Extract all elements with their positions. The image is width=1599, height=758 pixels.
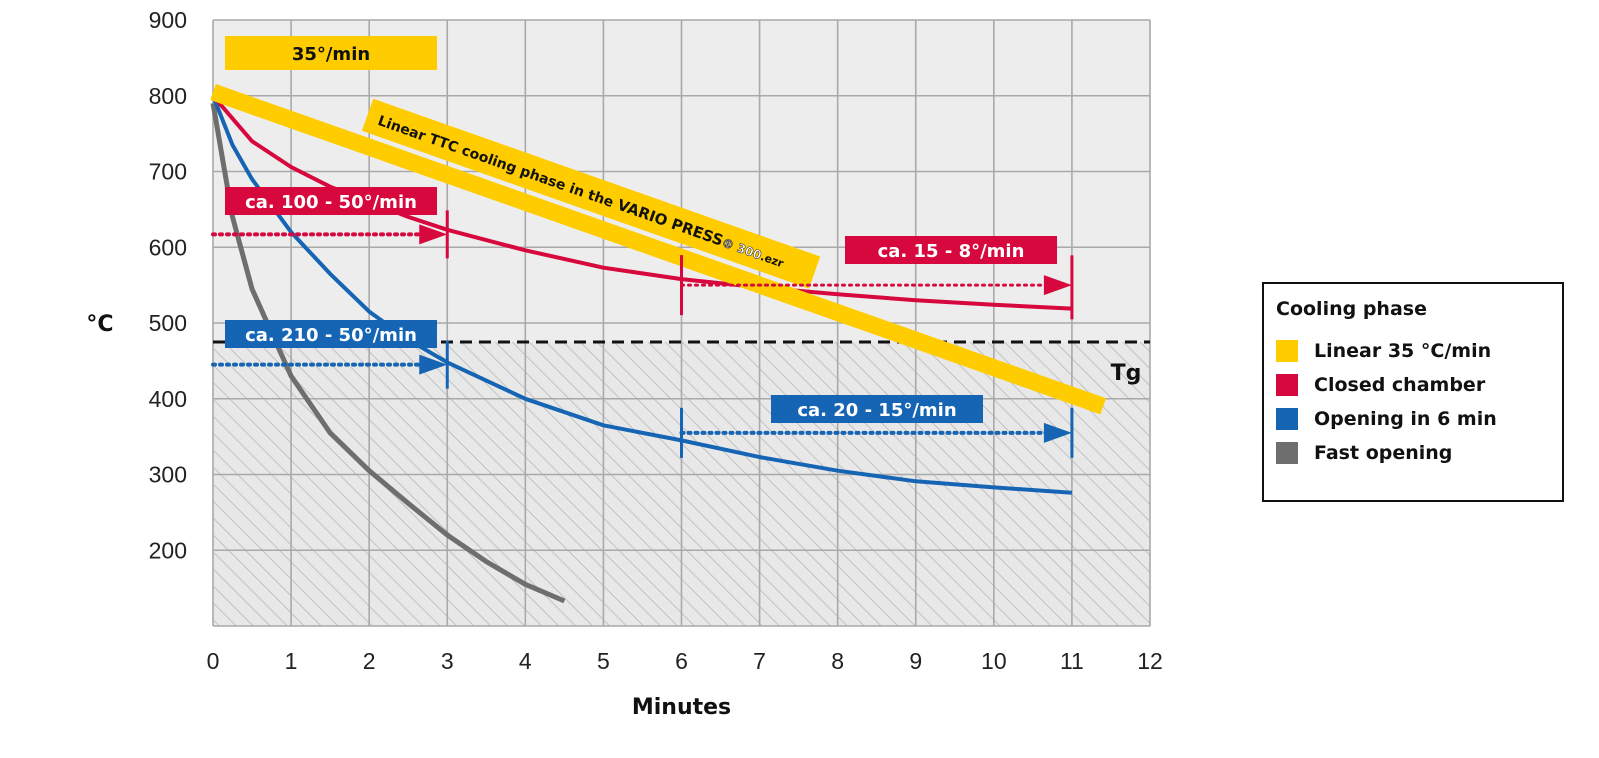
badge-opening-20-15-bg <box>771 395 983 423</box>
y-tick-label: 200 <box>149 537 187 563</box>
arrow-opening-0-3-head <box>419 354 448 375</box>
badge-opening-20-15: ca. 20 - 15°/min <box>797 400 956 421</box>
x-tick-label: 11 <box>1060 648 1084 674</box>
arrow-opening-6-11-head <box>1043 422 1072 443</box>
legend-swatch-closed-chamber <box>1276 374 1298 396</box>
legend: Cooling phase Linear 35 °C/min Closed ch… <box>1262 282 1564 502</box>
x-tick-label: 0 <box>207 648 220 674</box>
x-tick-label: 1 <box>285 648 298 674</box>
x-tick-label: 4 <box>519 648 532 674</box>
y-tick-label: 900 <box>149 7 187 33</box>
y-axis-title: °C <box>86 312 113 337</box>
x-tick-label: 8 <box>831 648 844 674</box>
badge-35-per-min-bg <box>225 36 437 70</box>
legend-item-linear: Linear 35 °C/min <box>1276 334 1550 368</box>
legend-label-fast-opening: Fast opening <box>1314 442 1453 464</box>
y-tick-label: 500 <box>149 310 187 336</box>
arrow-closed-6-11-head <box>1043 275 1072 296</box>
badge-closed-100-50: ca. 100 - 50°/min <box>245 192 417 213</box>
diagonal-label-band <box>361 98 821 289</box>
y-tick-label: 600 <box>149 234 187 260</box>
x-tick-label: 12 <box>1137 648 1163 674</box>
legend-swatch-opening-6min <box>1276 408 1298 430</box>
series-fast-opening <box>210 102 566 604</box>
x-tick-label: 2 <box>363 648 376 674</box>
legend-label-closed-chamber: Closed chamber <box>1314 374 1486 396</box>
x-axis-title: Minutes <box>632 695 731 720</box>
x-tick-label: 10 <box>981 648 1007 674</box>
series-linear-35 <box>210 83 1107 415</box>
badge-opening-210-50: ca. 210 - 50°/min <box>245 325 417 346</box>
legend-swatch-fast-opening <box>1276 442 1298 464</box>
arrow-closed-0-3-head <box>419 224 448 245</box>
y-tick-label: 700 <box>149 159 187 185</box>
legend-label-opening-6min: Opening in 6 min <box>1314 408 1497 430</box>
legend-item-fast-opening: Fast opening <box>1276 436 1550 470</box>
legend-title: Cooling phase <box>1276 298 1427 320</box>
legend-swatch-linear <box>1276 340 1298 362</box>
y-tick-label: 400 <box>149 386 187 412</box>
series-closed-chamber <box>211 94 1072 311</box>
badge-opening-210-50-bg <box>225 320 437 348</box>
y-tick-label: 800 <box>149 83 187 109</box>
y-tick-label: 300 <box>149 462 187 488</box>
x-tick-label: 6 <box>675 648 688 674</box>
legend-item-closed-chamber: Closed chamber <box>1276 368 1550 402</box>
badge-closed-15-8-bg <box>845 236 1057 264</box>
x-tick-label: 3 <box>441 648 454 674</box>
tg-label: Tg <box>1111 361 1142 386</box>
x-tick-label: 5 <box>597 648 610 674</box>
legend-item-opening-6min: Opening in 6 min <box>1276 402 1550 436</box>
x-tick-label: 7 <box>753 648 766 674</box>
badge-closed-100-50-bg <box>225 187 437 215</box>
badge-35-per-min: 35°/min <box>292 44 370 65</box>
badge-closed-15-8: ca. 15 - 8°/min <box>878 241 1025 262</box>
legend-label-linear: Linear 35 °C/min <box>1314 340 1492 362</box>
x-tick-label: 9 <box>909 648 922 674</box>
grid <box>212 19 1151 627</box>
